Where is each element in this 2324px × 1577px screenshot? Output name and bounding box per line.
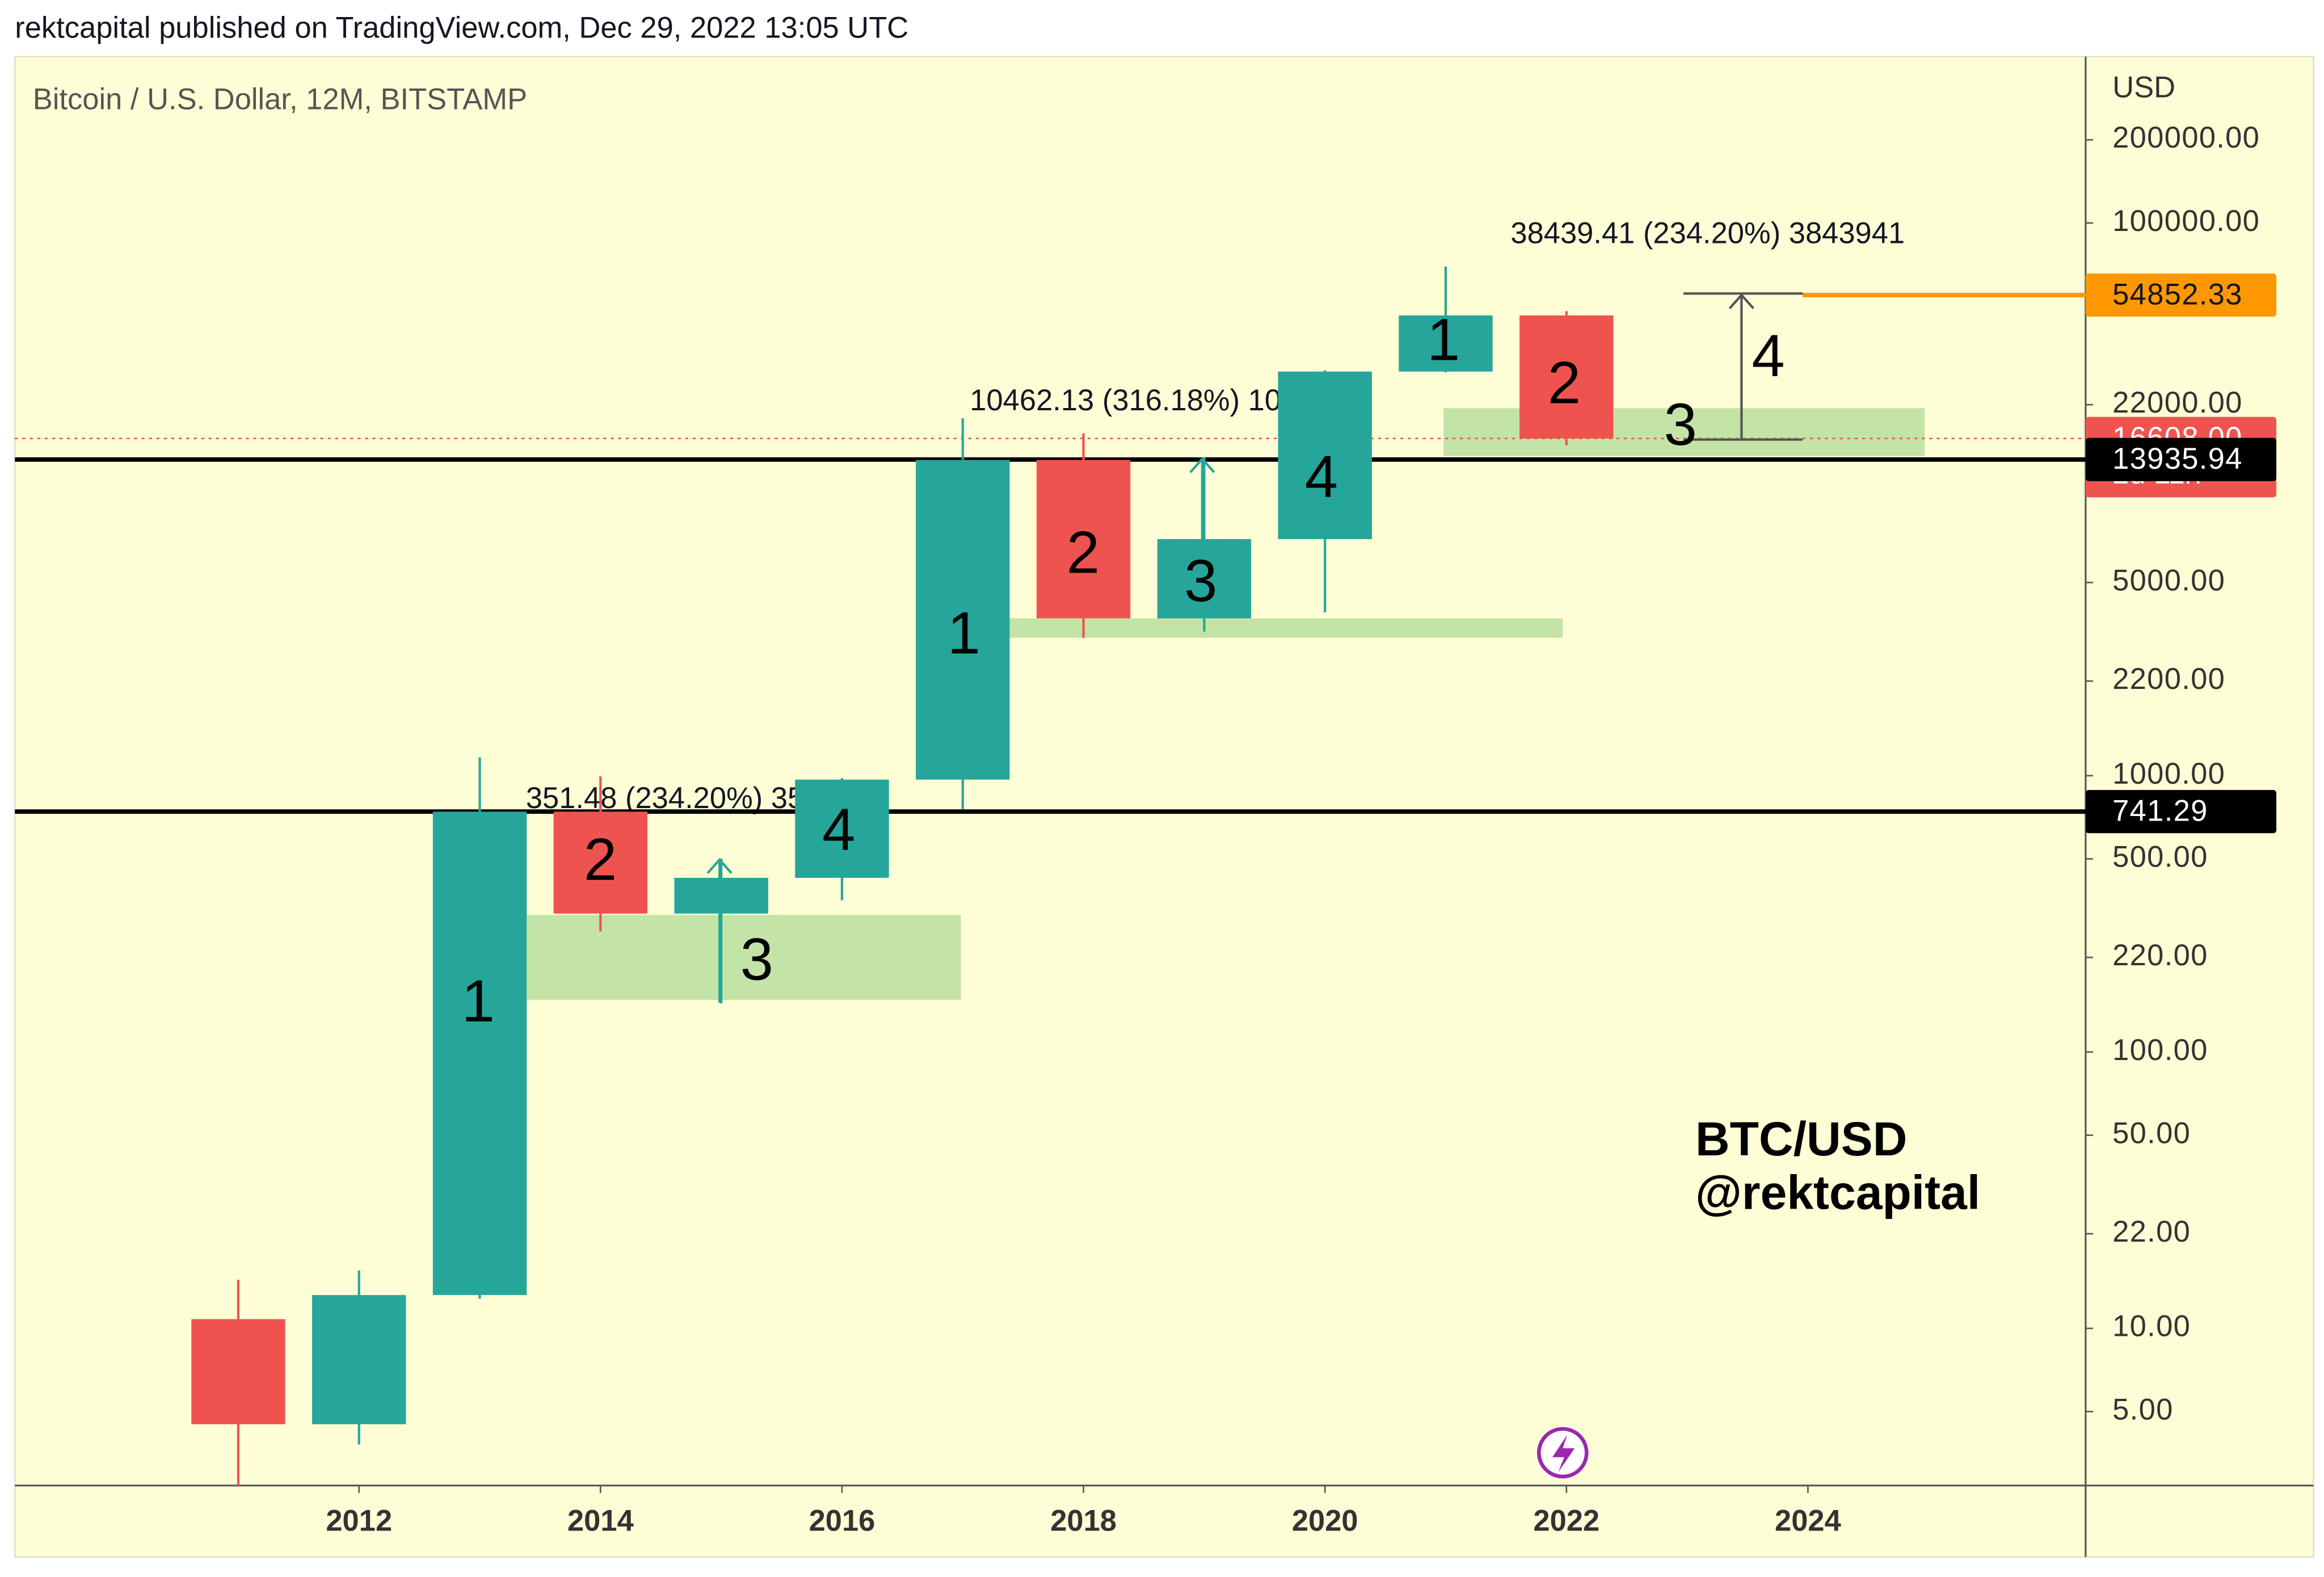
y-tick-label: 22000.00 — [2112, 386, 2242, 419]
price-label: 54852.33 — [2112, 277, 2242, 311]
price-label-box — [2085, 438, 2276, 481]
candle-body — [1519, 315, 1614, 439]
annotation: 2 — [1548, 350, 1581, 416]
candle-body — [1399, 315, 1493, 372]
y-tick-label: 1000.00 — [2112, 757, 2225, 790]
y-tick-label: 220.00 — [2112, 939, 2208, 972]
price-label-box — [2085, 273, 2276, 317]
arrow — [1189, 457, 1215, 619]
annotation: 3 — [1184, 548, 1217, 615]
chart-title: Bitcoin / U.S. Dollar, 12M, BITSTAMP — [33, 82, 527, 116]
y-tick-label: 2200.00 — [2112, 662, 2225, 696]
annotation: 2 — [584, 827, 617, 893]
plot — [15, 266, 2086, 1486]
x-tick-label: 2018 — [1050, 1504, 1117, 1537]
annotation: 1 — [948, 600, 980, 667]
icon-bolt — [1552, 1435, 1575, 1473]
y-unit: USD — [2112, 70, 2175, 104]
candle-body — [553, 811, 648, 914]
zone — [1008, 618, 1563, 638]
candle-body — [432, 811, 527, 1296]
y-tick-label: 5.00 — [2112, 1393, 2173, 1426]
x-tick-label: 2020 — [1292, 1504, 1358, 1537]
y-tick-label: 100000.00 — [2112, 204, 2260, 238]
arrow — [1683, 292, 1803, 441]
x-tick-label: 2014 — [567, 1504, 634, 1537]
watermark: @rektcapital — [1695, 1166, 1980, 1219]
candle-body — [1278, 371, 1372, 540]
y-tick-label: 50.00 — [2112, 1116, 2191, 1150]
header: rektcapital published on TradingView.com… — [15, 11, 908, 44]
candle-body — [674, 877, 768, 914]
watermark: BTC/USD — [1695, 1112, 1907, 1166]
annotation: 4 — [1305, 444, 1338, 510]
measurement: 38439.41 (234.20%) 3843941 — [1510, 217, 1905, 250]
candle-body — [1157, 539, 1252, 619]
arrows — [706, 292, 1803, 1003]
icon — [1537, 1427, 1589, 1479]
x-tick-label: 2022 — [1533, 1504, 1599, 1537]
y-tick-label: 100.00 — [2112, 1033, 2208, 1067]
y-tick-label: 5000.00 — [2112, 563, 2225, 597]
y-tick-label: 200000.00 — [2112, 121, 2260, 154]
x-tick-label: 2024 — [1775, 1504, 1841, 1537]
y-tick-label: 10.00 — [2112, 1310, 2191, 1343]
zone — [525, 915, 961, 1000]
price-label: 13935.94 — [2112, 442, 2242, 476]
annotation: 1 — [1427, 306, 1460, 373]
annotation: 4 — [822, 797, 855, 863]
x-tick-label: 2012 — [326, 1504, 392, 1537]
x-tick-label: 2016 — [809, 1504, 875, 1537]
candle-body — [916, 460, 1010, 780]
candle-body — [312, 1295, 406, 1424]
y-tick-label: 500.00 — [2112, 840, 2208, 873]
annotation: 2 — [1067, 520, 1100, 586]
annotation: 1 — [462, 968, 495, 1034]
price-label: 741.29 — [2112, 794, 2208, 828]
candle-body — [1036, 460, 1131, 619]
arrow — [706, 857, 732, 1003]
price-label-box — [2085, 790, 2276, 834]
candle-body — [191, 1319, 285, 1424]
y-tick-label: 22.00 — [2112, 1215, 2191, 1248]
annotation: 3 — [740, 927, 773, 993]
candle-body — [795, 779, 889, 878]
annotation: 3 — [1664, 392, 1697, 458]
annotation: 4 — [1752, 323, 1784, 389]
